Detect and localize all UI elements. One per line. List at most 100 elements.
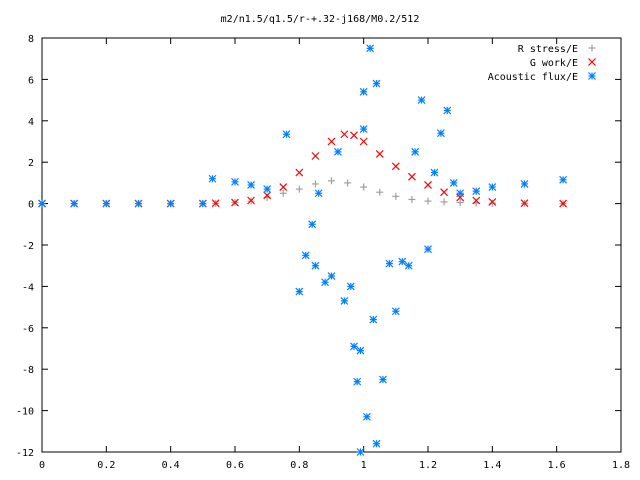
x-tick-label: 0.4: [162, 460, 180, 471]
data-point: [440, 188, 449, 197]
x-tick-label: 0: [39, 460, 45, 471]
data-point: [372, 439, 381, 448]
data-point: [295, 287, 304, 296]
data-point: [424, 181, 432, 189]
data-point: [295, 185, 303, 193]
data-point: [321, 278, 329, 287]
x-tick-label: 1: [361, 460, 367, 471]
data-point: [166, 199, 175, 208]
data-point: [398, 257, 407, 266]
y-tick-label: -2: [22, 241, 34, 252]
data-point: [263, 191, 272, 200]
data-point: [356, 346, 365, 355]
data-point: [231, 198, 239, 207]
x-tick-label: 1.8: [612, 460, 630, 471]
legend: R stress/E G work/E Acoustic flux/E: [488, 44, 596, 83]
data-point: [417, 96, 426, 105]
legend-label: G work/E: [530, 58, 578, 69]
data-point: [472, 187, 481, 196]
data-point: [456, 199, 464, 207]
data-point: [404, 261, 413, 270]
data-point: [279, 183, 288, 191]
data-point: [472, 196, 481, 205]
data-point: [408, 195, 416, 203]
data-point: [353, 377, 362, 386]
data-point: [340, 130, 349, 139]
y-tick-label: 0: [28, 200, 34, 211]
data-point: [376, 188, 384, 196]
legend-label: Acoustic flux/E: [488, 72, 578, 83]
data-point: [198, 199, 207, 208]
data-point: [134, 199, 143, 208]
y-tick-label: -4: [22, 282, 34, 293]
legend-marker: [588, 72, 596, 80]
data-point: [375, 149, 384, 158]
data-point: [385, 259, 394, 268]
data-point: [247, 196, 256, 205]
data-point: [70, 199, 79, 208]
legend-marker: [588, 58, 596, 66]
data-point: [356, 448, 365, 456]
x-tick-label: 1.6: [548, 460, 566, 471]
data-point: [311, 180, 319, 188]
data-point: [520, 180, 529, 188]
data-point: [359, 137, 368, 146]
legend-marker: [588, 44, 596, 52]
y-tick-label: 4: [28, 117, 34, 128]
y-tick-label: 2: [28, 158, 34, 169]
axis-ticks: 0 0.2 0.4 0.6 0.8 1 1.2 1.4 1.6 1.8 8 6 4 2 0 -2 -4 -6 -8 -…: [16, 34, 630, 471]
data-point: [314, 189, 323, 198]
y-tick-label: 6: [28, 75, 34, 86]
data-point: [344, 179, 352, 187]
y-tick-label: -6: [22, 324, 34, 335]
data-point: [424, 197, 432, 205]
y-tick-label: -10: [16, 407, 34, 418]
data-point: [282, 130, 291, 139]
data-point: [520, 199, 529, 208]
data-point: [231, 177, 239, 186]
data-point: [559, 199, 568, 208]
series-1: [38, 130, 568, 208]
data-point: [488, 198, 497, 206]
series-0: [38, 177, 567, 208]
data-point: [346, 282, 355, 291]
data-point: [424, 245, 432, 254]
data-point: [456, 189, 465, 198]
data-point: [334, 147, 342, 156]
x-tick-label: 1.2: [419, 460, 437, 471]
data-point: [391, 162, 400, 171]
data-point: [328, 177, 335, 185]
data-point: [247, 181, 256, 189]
data-point: [369, 315, 378, 324]
y-tick-label: -12: [16, 448, 34, 459]
x-tick-label: 0.8: [290, 460, 308, 471]
data-point: [311, 152, 320, 160]
data-point: [102, 199, 111, 208]
data-point: [366, 44, 375, 53]
plot-frame: [41, 37, 622, 453]
data-point: [327, 137, 336, 146]
legend-label: R stress/E: [518, 44, 578, 55]
data-point: [362, 412, 371, 421]
series-2: [38, 44, 568, 456]
data-point: [38, 199, 46, 208]
data-point: [407, 172, 416, 181]
data-point: [340, 296, 349, 305]
data-point: [440, 198, 448, 206]
x-tick-label: 1.4: [483, 460, 501, 471]
data-point: [301, 251, 310, 260]
y-tick-label: 8: [28, 34, 34, 45]
data-point: [359, 125, 368, 134]
data-point: [436, 129, 445, 138]
data-point: [311, 261, 320, 270]
data-point: [379, 375, 387, 384]
series-layer: [38, 44, 568, 456]
data-point: [263, 185, 272, 194]
chart-title: m2/n1.5/q1.5/r-+.32-j168/M0.2/512: [221, 14, 420, 25]
data-point: [208, 174, 217, 183]
data-point: [308, 220, 317, 229]
data-point: [449, 178, 458, 187]
data-point: [295, 168, 304, 177]
